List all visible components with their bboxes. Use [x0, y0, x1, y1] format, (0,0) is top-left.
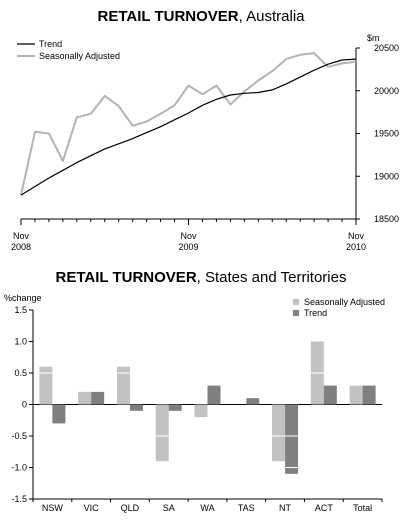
y-tick-label: 19000 — [374, 171, 399, 181]
y-tick-label: 1.5 — [14, 305, 27, 315]
x-tick-label-year: 2008 — [11, 242, 31, 252]
x-tick-label: QLD — [121, 503, 140, 513]
y-tick-label: 20000 — [374, 86, 399, 96]
bar-trend — [129, 404, 143, 411]
bar-trend — [168, 404, 182, 411]
legend-label: Seasonally Adjusted — [39, 51, 120, 61]
x-tick-label: TAS — [238, 503, 255, 513]
bar-seasonally-adjusted — [39, 366, 53, 405]
y-tick-label: 18500 — [374, 214, 399, 224]
bar-trend — [91, 391, 105, 405]
bar-seasonally-adjusted — [349, 385, 363, 405]
bar-seasonally-adjusted — [78, 391, 92, 405]
x-tick-label: NT — [279, 503, 291, 513]
bar-trend — [52, 404, 66, 424]
series-line-trend — [20, 58, 357, 196]
x-tick-label-month: Nov — [13, 231, 30, 241]
x-tick-label: VIC — [84, 503, 100, 513]
legend-swatch — [293, 310, 299, 316]
legend-label: Seasonally Adjusted — [304, 297, 385, 307]
y-axis-unit-label: $m — [367, 33, 380, 43]
line-chart-title: RETAIL TURNOVER, Australia — [97, 8, 305, 25]
x-tick-label: NSW — [42, 503, 64, 513]
bar-trend — [207, 385, 221, 405]
x-tick-label: WA — [200, 503, 214, 513]
line-chart: 2050020000195001900018500$mNov2008Nov200… — [11, 33, 399, 252]
x-tick-label: Total — [353, 503, 372, 513]
legend-swatch — [293, 299, 299, 305]
y-axis-unit-label: %change — [4, 293, 42, 303]
bar-trend — [285, 404, 299, 474]
bar-seasonally-adjusted — [272, 404, 286, 462]
bar-seasonally-adjusted — [310, 341, 324, 405]
y-tick-label: 1.0 — [14, 337, 27, 347]
x-tick-label: SA — [163, 503, 175, 513]
y-tick-label: 20500 — [374, 43, 399, 53]
legend-label: Trend — [304, 308, 327, 318]
y-tick-label: -0.5 — [11, 431, 27, 441]
y-tick-label: 19500 — [374, 129, 399, 139]
x-tick-label-month: Nov — [348, 231, 365, 241]
bar-seasonally-adjusted — [116, 366, 130, 405]
bar-trend — [323, 385, 337, 405]
x-tick-label-year: 2009 — [178, 242, 198, 252]
y-tick-label: 0.5 — [14, 368, 27, 378]
y-tick-label: -1.0 — [11, 463, 27, 473]
legend-label: Trend — [39, 39, 62, 49]
series-line-seasonally-adjusted — [20, 52, 357, 196]
bar-chart-title: RETAIL TURNOVER, States and Territories — [55, 269, 347, 286]
x-tick-label-year: 2010 — [346, 242, 366, 252]
x-tick-label: ACT — [315, 503, 334, 513]
bar-trend — [362, 385, 376, 405]
bar-seasonally-adjusted — [155, 404, 169, 462]
y-tick-label: -1.5 — [11, 494, 27, 504]
bar-seasonally-adjusted — [194, 404, 208, 418]
bar-trend — [246, 398, 260, 405]
x-tick-label-month: Nov — [180, 231, 197, 241]
y-tick-label: 0 — [22, 400, 27, 410]
